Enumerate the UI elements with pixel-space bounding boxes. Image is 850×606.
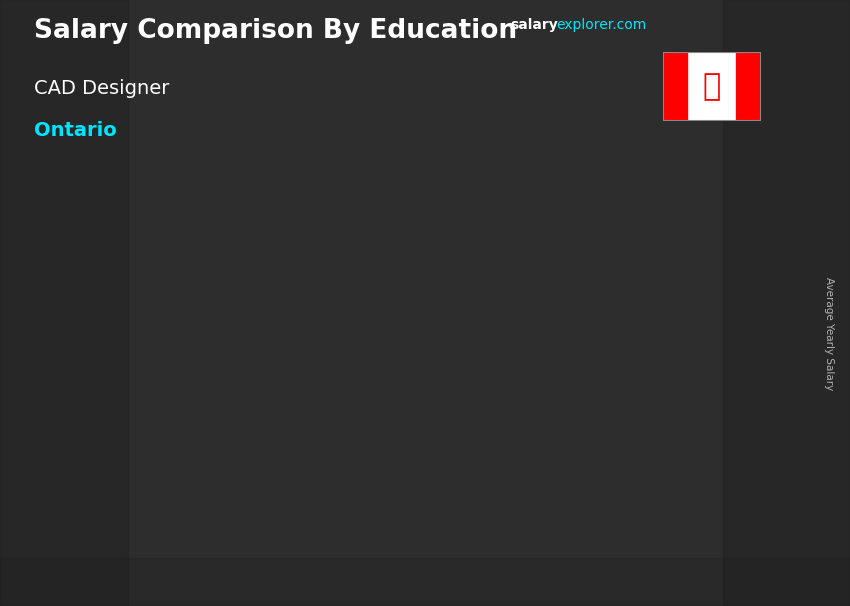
- Bar: [0, 558, 850, 606]
- Text: Average Yearly Salary: Average Yearly Salary: [824, 277, 834, 390]
- Text: 88,100 CAD: 88,100 CAD: [418, 127, 518, 142]
- Bar: [722, 0, 850, 606]
- Text: +39%: +39%: [354, 171, 434, 196]
- Bar: [736, 52, 761, 121]
- Bar: [663, 52, 688, 121]
- Text: salary: salary: [510, 18, 558, 32]
- Text: Bachelor's Degree: Bachelor's Degree: [192, 559, 363, 578]
- Bar: [0, 0, 128, 606]
- Text: Salary Comparison By Education: Salary Comparison By Education: [34, 18, 517, 44]
- Text: 63,400 CAD: 63,400 CAD: [179, 225, 279, 241]
- Text: CAD Designer: CAD Designer: [34, 79, 169, 98]
- Text: explorer.com: explorer.com: [556, 18, 646, 32]
- Polygon shape: [443, 184, 570, 533]
- Polygon shape: [443, 160, 591, 184]
- Text: Master's Degree: Master's Degree: [439, 559, 593, 578]
- Polygon shape: [443, 509, 591, 533]
- Polygon shape: [331, 258, 351, 533]
- Polygon shape: [203, 258, 351, 282]
- Polygon shape: [203, 282, 331, 533]
- Polygon shape: [203, 509, 351, 533]
- Text: Ontario: Ontario: [34, 121, 116, 140]
- Text: 🍁: 🍁: [703, 72, 721, 101]
- Polygon shape: [570, 160, 591, 533]
